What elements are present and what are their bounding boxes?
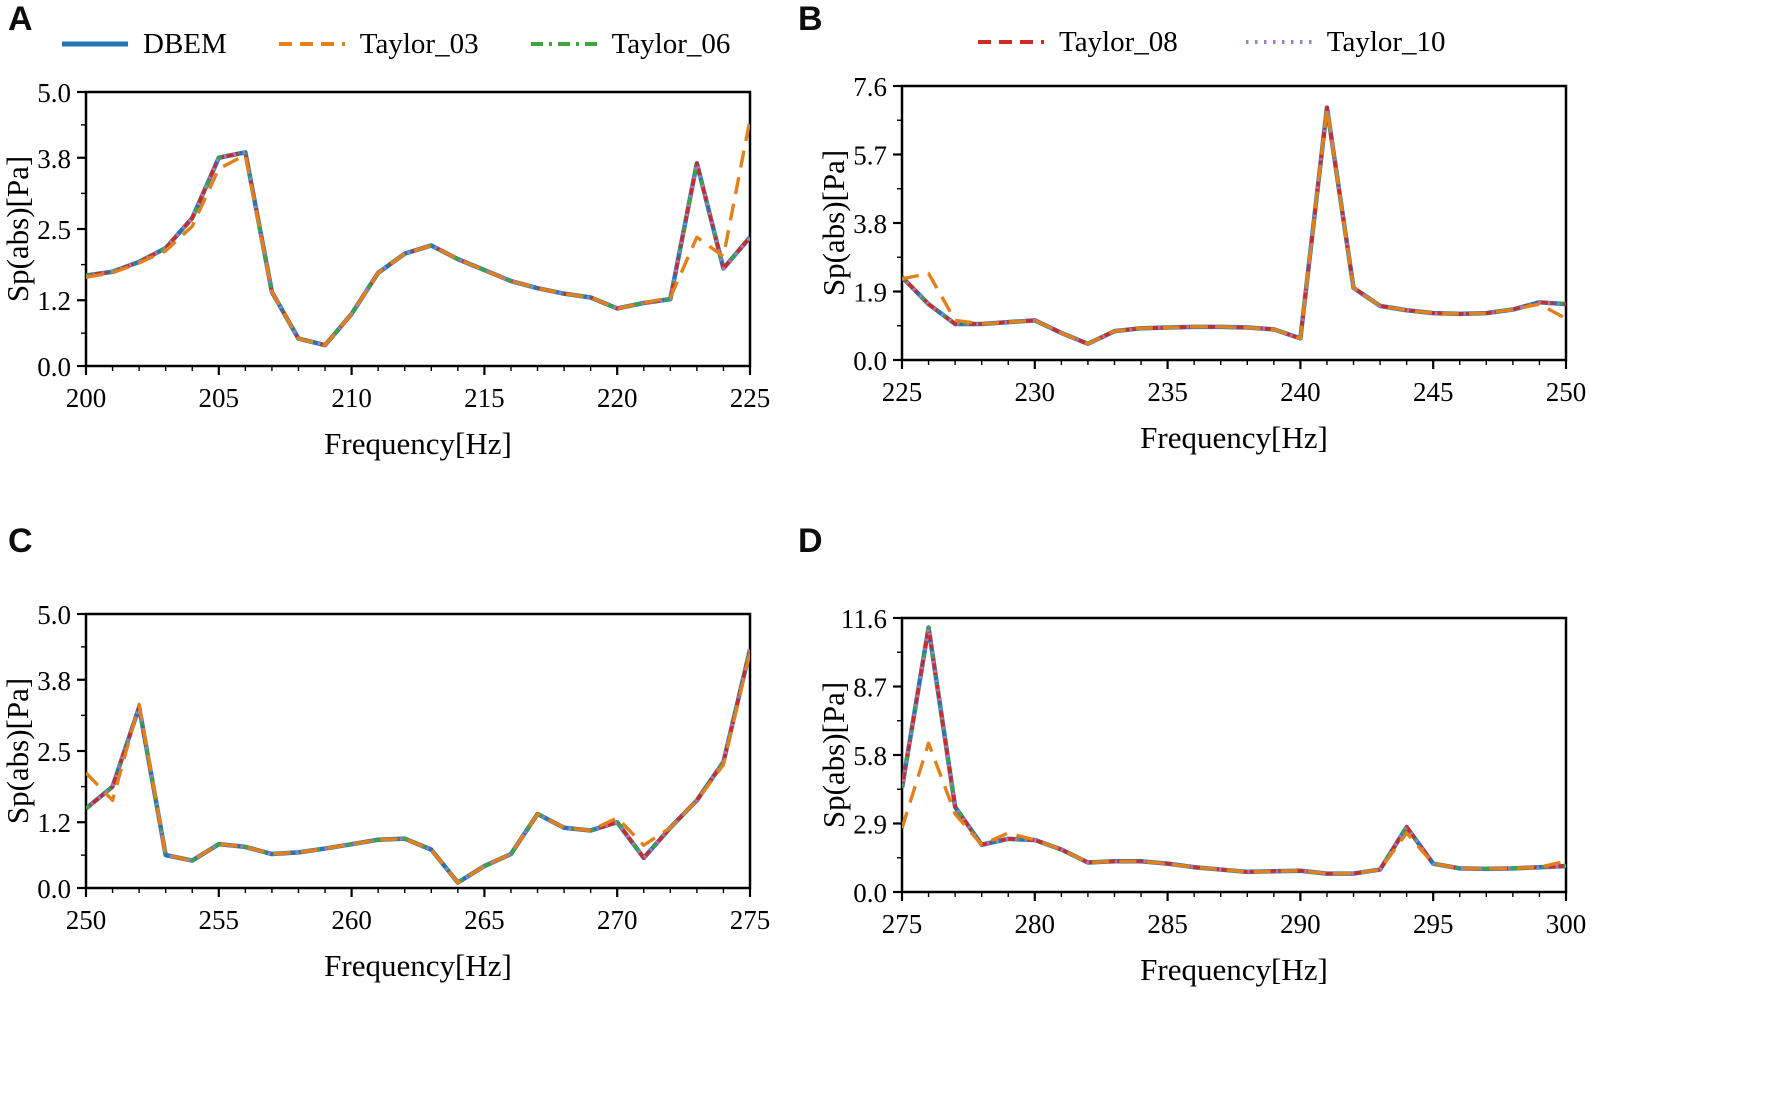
series-line-taylor_03 — [902, 741, 1566, 876]
y-axis-label: Sp(abs)[Pa] — [0, 678, 35, 824]
x-tick-label: 290 — [1280, 909, 1321, 939]
legend-item-taylor-03: Taylor_03 — [278, 27, 479, 61]
y-tick-label: 5.0 — [37, 600, 71, 630]
x-tick-label: 210 — [331, 383, 372, 413]
series-line-taylor_03 — [86, 651, 750, 885]
chart-panel-a: 200 205 210 215 220 225 0.0 1.2 2.5 3.8 5.0 Frequen… — [0, 78, 771, 461]
y-tick-label: 5.7 — [853, 141, 887, 171]
series-line-taylor_10 — [902, 105, 1566, 346]
taylor-08-line-sample — [978, 40, 1044, 44]
legend-label-taylor-08: Taylor_08 — [1059, 25, 1178, 58]
x-tick-label: 240 — [1280, 377, 1321, 407]
y-tick-label: 11.6 — [841, 604, 887, 634]
legend-right: Taylor_08 Taylor_10 — [978, 24, 1446, 60]
panel-label-b: B — [798, 0, 823, 38]
legend-item-dbem: DBEM — [62, 28, 227, 61]
y-tick-label: 0.0 — [37, 874, 71, 904]
x-axis-label: Frequency[Hz] — [1140, 420, 1328, 455]
y-tick-label: 0.0 — [853, 346, 887, 376]
y-tick-label: 2.9 — [853, 810, 887, 840]
series-line-dbem — [86, 649, 750, 885]
y-tick-label: 2.5 — [37, 215, 71, 245]
y-tick-label: 0.0 — [37, 352, 71, 382]
y-tick-label: 3.8 — [853, 209, 887, 239]
x-tick-label: 260 — [331, 905, 372, 935]
x-axis-label: Frequency[Hz] — [324, 426, 512, 461]
legend-label-dbem: DBEM — [143, 27, 227, 60]
taylor-06-line-sample — [530, 42, 597, 46]
series-line-taylor_08 — [902, 625, 1566, 876]
x-tick-label: 255 — [199, 905, 240, 935]
panel-label-c: C — [8, 522, 33, 560]
plot-frame — [84, 612, 752, 890]
y-axis-label: Sp(abs)[Pa] — [816, 150, 851, 296]
plot-frame — [900, 616, 1568, 894]
x-axis-label: Frequency[Hz] — [1140, 952, 1328, 987]
x-tick-label: 280 — [1015, 909, 1056, 939]
chart-panel-c: 250 255 260 265 270 275 0.0 1.2 2.5 3.8 5.0 Frequen… — [0, 600, 771, 983]
y-tick-label: 7.6 — [853, 72, 887, 102]
series-line-taylor_06 — [902, 105, 1566, 346]
x-tick-label: 275 — [730, 905, 771, 935]
y-tick-label: 3.8 — [37, 666, 71, 696]
y-tick-label: 1.9 — [853, 278, 887, 308]
x-tick-label: 265 — [464, 905, 505, 935]
x-tick-label: 245 — [1413, 377, 1454, 407]
series-line-taylor_03 — [902, 105, 1566, 346]
x-tick-label: 225 — [730, 383, 771, 413]
x-tick-label: 235 — [1147, 377, 1188, 407]
legend-label-taylor-03: Taylor_03 — [359, 27, 479, 60]
legend-item-taylor-08: Taylor_08 — [978, 26, 1178, 59]
x-tick-label: 205 — [199, 383, 240, 413]
legend-item-taylor-10: Taylor_10 — [1245, 25, 1446, 59]
y-tick-label: 2.5 — [37, 737, 71, 767]
plot-frame — [84, 90, 752, 368]
y-tick-label: 1.2 — [37, 808, 71, 838]
dbem-line-sample — [62, 41, 128, 47]
x-tick-label: 270 — [597, 905, 638, 935]
x-tick-label: 220 — [597, 383, 638, 413]
y-tick-label: 0.0 — [853, 878, 887, 908]
x-tick-label: 250 — [1546, 377, 1587, 407]
x-tick-label: 295 — [1413, 909, 1454, 939]
panel-label-a: A — [8, 0, 33, 38]
legend-item-taylor-06: Taylor_06 — [530, 27, 731, 61]
x-tick-label: 200 — [66, 383, 107, 413]
y-tick-label: 3.8 — [37, 144, 71, 174]
legend-label-taylor-06: Taylor_06 — [611, 27, 731, 60]
x-tick-label: 275 — [882, 909, 923, 939]
y-tick-label: 5.8 — [853, 741, 887, 771]
y-tick-label: 1.2 — [37, 286, 71, 316]
legend-left: DBEM Taylor_03 Taylor_06 — [62, 26, 730, 62]
x-tick-label: 250 — [66, 905, 107, 935]
chart-panel-b: 225 230 235 240 245 250 0.0 1.9 3.8 5.7 7.6 Frequen… — [816, 72, 1587, 455]
taylor-03-line-sample — [278, 42, 345, 46]
x-tick-label: 285 — [1147, 909, 1188, 939]
plot-frame — [900, 84, 1568, 362]
y-axis-label: Sp(abs)[Pa] — [0, 156, 35, 302]
panel-label-d: D — [798, 522, 823, 560]
legend-label-taylor-10: Taylor_10 — [1326, 25, 1446, 58]
y-axis-label: Sp(abs)[Pa] — [816, 682, 851, 828]
x-tick-label: 215 — [464, 383, 505, 413]
x-tick-label: 230 — [1015, 377, 1056, 407]
taylor-10-line-sample — [1245, 40, 1312, 44]
x-tick-label: 300 — [1546, 909, 1587, 939]
x-tick-label: 225 — [882, 377, 923, 407]
series-line-taylor_03 — [86, 119, 750, 347]
x-axis-label: Frequency[Hz] — [324, 948, 512, 983]
chart-panel-d: 275 280 285 290 295 300 0.0 2.9 5.8 8.7 11.6 Freque… — [816, 604, 1587, 987]
series-line-dbem — [902, 105, 1566, 347]
series-line-taylor_08 — [902, 105, 1566, 346]
y-tick-label: 5.0 — [37, 78, 71, 108]
y-tick-label: 8.7 — [853, 673, 887, 703]
